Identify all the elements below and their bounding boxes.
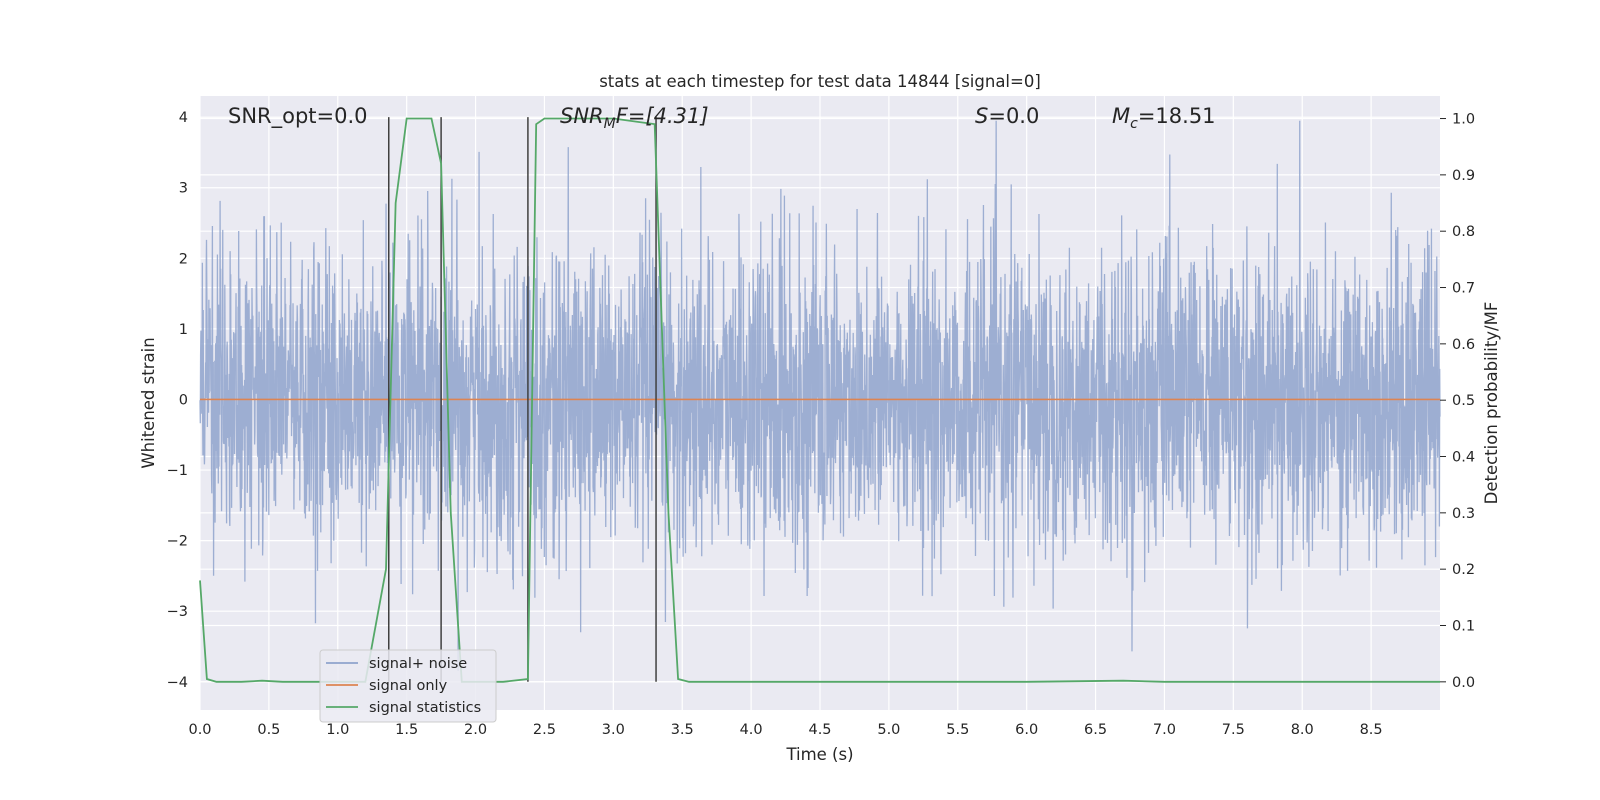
left-y-tick-label: −3 — [167, 604, 188, 620]
legend-label-signal-only: signal only — [369, 678, 448, 694]
right-y-tick-label: 0.4 — [1452, 450, 1475, 466]
x-tick-label: 2.0 — [464, 722, 487, 738]
chart-title: stats at each timestep for test data 148… — [599, 72, 1041, 91]
annotation-snr-opt: SNR_opt=0.0 — [228, 104, 368, 129]
x-tick-label: 7.5 — [1222, 722, 1245, 738]
right-y-axis-label: Detection probability/MF — [1482, 302, 1501, 505]
x-tick-label: 8.5 — [1360, 722, 1383, 738]
right-y-tick-label: 0.9 — [1452, 168, 1475, 184]
x-axis-label: Time (s) — [785, 745, 853, 764]
right-y-tick-label: 1.0 — [1452, 112, 1475, 128]
annotation-snr-mf: SNRMF=[4.31] — [560, 104, 709, 132]
x-tick-label: 8.0 — [1291, 722, 1314, 738]
left-y-tick-label: 1 — [179, 322, 188, 338]
legend-label-signal-statistics: signal statistics — [369, 700, 481, 716]
right-y-tick-labels: 1.0 0.9 0.8 0.7 0.6 0.5 0.4 0.3 0.2 0.1 0.0 — [1440, 112, 1475, 691]
x-tick-label: 4.0 — [740, 722, 763, 738]
series-signal-noise — [199, 120, 1441, 671]
left-y-tick-label: −2 — [167, 534, 188, 550]
x-tick-label: 2.5 — [533, 722, 556, 738]
left-y-axis-label: Whitened strain — [139, 337, 158, 468]
left-y-tick-label: 0 — [179, 392, 188, 408]
x-tick-label: 4.5 — [808, 722, 831, 738]
x-tick-label: 0.0 — [188, 722, 211, 738]
x-tick-label: 7.0 — [1153, 722, 1176, 738]
x-tick-label: 6.0 — [1015, 722, 1038, 738]
left-y-tick-label: −4 — [167, 675, 188, 691]
annotation-mc: Mc=18.51 — [1112, 104, 1216, 132]
x-tick-label: 1.5 — [395, 722, 418, 738]
annotation-s: S=0.0 — [975, 104, 1039, 128]
left-y-tick-label: −1 — [167, 463, 188, 479]
right-y-tick-label: 0.3 — [1452, 506, 1475, 522]
left-y-tick-label: 2 — [179, 251, 188, 267]
left-y-tick-label: 3 — [179, 181, 188, 197]
x-tick-label: 5.0 — [877, 722, 900, 738]
right-y-tick-label: 0.0 — [1452, 675, 1475, 691]
right-y-tick-label: 0.7 — [1452, 281, 1475, 297]
x-tick-label: 3.5 — [671, 722, 694, 738]
x-tick-label: 3.0 — [602, 722, 625, 738]
right-y-tick-label: 0.2 — [1452, 562, 1475, 578]
x-tick-label: 5.5 — [946, 722, 969, 738]
series-signal-statistics — [199, 117, 1440, 683]
vertical-markers — [388, 117, 657, 682]
right-y-tick-label: 0.1 — [1452, 619, 1475, 635]
right-y-tick-label: 0.6 — [1452, 337, 1475, 353]
x-tick-labels: 0.0 0.5 1.0 1.5 2.0 2.5 3.0 3.5 4.0 4.5 5.0 5.5 6.0 6… — [188, 722, 1382, 738]
left-y-tick-label: 4 — [179, 110, 188, 126]
legend-label-signal-noise: signal+ noise — [369, 656, 467, 672]
right-y-tick-label: 0.8 — [1452, 224, 1475, 240]
x-tick-label: 6.5 — [1084, 722, 1107, 738]
legend-box — [319, 649, 497, 723]
right-y-tick-label: 0.5 — [1452, 393, 1475, 409]
left-y-tick-labels: 4 3 2 1 0 −1 −2 −3 −4 — [167, 110, 188, 691]
legend: signal+ noise signal only signal statist… — [319, 649, 497, 723]
x-tick-label: 1.0 — [326, 722, 349, 738]
x-tick-label: 0.5 — [257, 722, 280, 738]
